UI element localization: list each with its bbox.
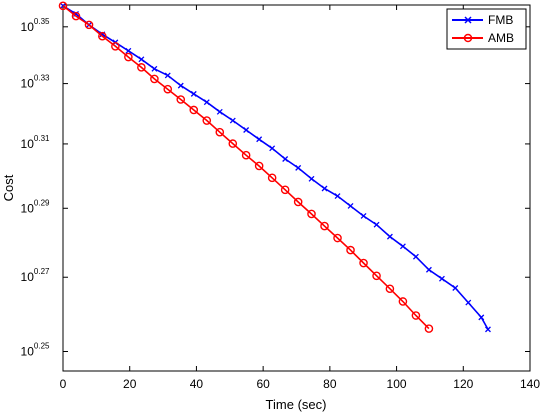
x-axis-label: Time (sec) [266, 397, 327, 412]
data-point-amb [280, 185, 290, 195]
data-point-amb [346, 245, 355, 255]
y-tick-label: 100.25 [21, 342, 50, 359]
data-point-fmb [243, 127, 250, 133]
data-point-amb [84, 20, 94, 30]
y-tick-label: 100.33 [21, 74, 50, 91]
data-point-fmb [138, 56, 145, 63]
x-tick-label: 40 [190, 377, 204, 391]
series-line-amb [62, 5, 430, 330]
data-point-fmb [190, 90, 197, 97]
legend-label-amb: AMB [488, 31, 514, 45]
data-point-fmb [269, 145, 276, 152]
legend-marker-amb [463, 33, 473, 43]
x-tick-label: 120 [453, 377, 473, 391]
data-point-amb [111, 42, 120, 51]
data-point-fmb [216, 108, 223, 115]
legend: FMB AMB [446, 8, 527, 50]
data-point-amb [424, 324, 434, 333]
data-point-fmb [399, 243, 406, 250]
legend-box [446, 8, 527, 50]
data-point-fmb [334, 193, 341, 200]
data-point-fmb [203, 99, 210, 106]
data-point-amb [215, 127, 225, 137]
data-point-fmb [452, 285, 459, 291]
data-point-fmb [438, 275, 445, 282]
data-point-fmb [347, 202, 354, 209]
data-point-amb [202, 116, 212, 125]
data-point-amb [241, 150, 251, 160]
x-tick-label: 100 [387, 377, 407, 391]
data-point-amb [398, 297, 408, 306]
data-point-fmb [308, 175, 315, 182]
data-point-fmb [256, 136, 263, 143]
x-tick-label: 140 [520, 377, 540, 391]
data-point-amb [307, 209, 316, 219]
data-point-fmb [151, 65, 158, 72]
data-point-amb [176, 95, 186, 104]
data-point-fmb [295, 164, 302, 171]
data-point-amb [189, 105, 199, 115]
y-axis: 100.25 100.27 100.29 100.31 100.33 100.35 [21, 17, 530, 359]
data-point-amb [293, 197, 303, 207]
data-point-fmb [465, 299, 472, 306]
x-tick-label: 80 [323, 377, 337, 391]
y-tick-label: 100.31 [21, 134, 50, 151]
data-point-fmb [282, 156, 289, 162]
data-point-amb [163, 84, 173, 94]
x-axis: 0 20 40 60 80 100 120 140 [60, 5, 540, 391]
data-point-fmb [425, 266, 432, 273]
series-line-fmb [62, 5, 489, 330]
data-point-amb [385, 284, 395, 294]
data-point-amb [150, 74, 159, 84]
y-tick-label: 100.35 [21, 17, 50, 34]
data-point-fmb [321, 185, 328, 192]
x-tick-label: 60 [256, 377, 270, 391]
series-layer [58, 1, 491, 333]
data-point-fmb [164, 72, 171, 79]
data-point-amb [333, 233, 342, 243]
data-point-fmb [360, 213, 367, 219]
x-tick-label: 20 [123, 377, 137, 391]
data-point-fmb [125, 47, 132, 54]
data-point-amb [267, 173, 277, 183]
data-point-amb [372, 271, 381, 281]
data-point-amb [98, 31, 107, 41]
data-point-amb [58, 1, 68, 11]
data-point-amb [71, 11, 81, 21]
data-point-fmb [386, 233, 393, 240]
data-point-fmb [229, 117, 236, 124]
data-point-fmb [485, 326, 491, 333]
x-tick-label: 0 [60, 377, 67, 391]
y-tick-label: 100.27 [21, 267, 50, 284]
y-axis-label: Cost [1, 174, 16, 201]
data-point-amb [254, 161, 264, 171]
data-point-amb [228, 139, 238, 148]
data-point-amb [137, 63, 146, 72]
data-point-amb [320, 221, 329, 231]
data-point-fmb [412, 253, 419, 260]
data-point-amb [124, 52, 133, 62]
data-point-amb [411, 311, 421, 320]
data-point-fmb [177, 82, 184, 89]
y-tick-label: 100.29 [21, 198, 50, 215]
data-point-amb [359, 258, 368, 268]
legend-label-fmb: FMB [488, 13, 513, 27]
data-point-fmb [373, 221, 380, 228]
legend-marker-fmb [464, 16, 472, 24]
data-point-fmb [478, 314, 485, 321]
